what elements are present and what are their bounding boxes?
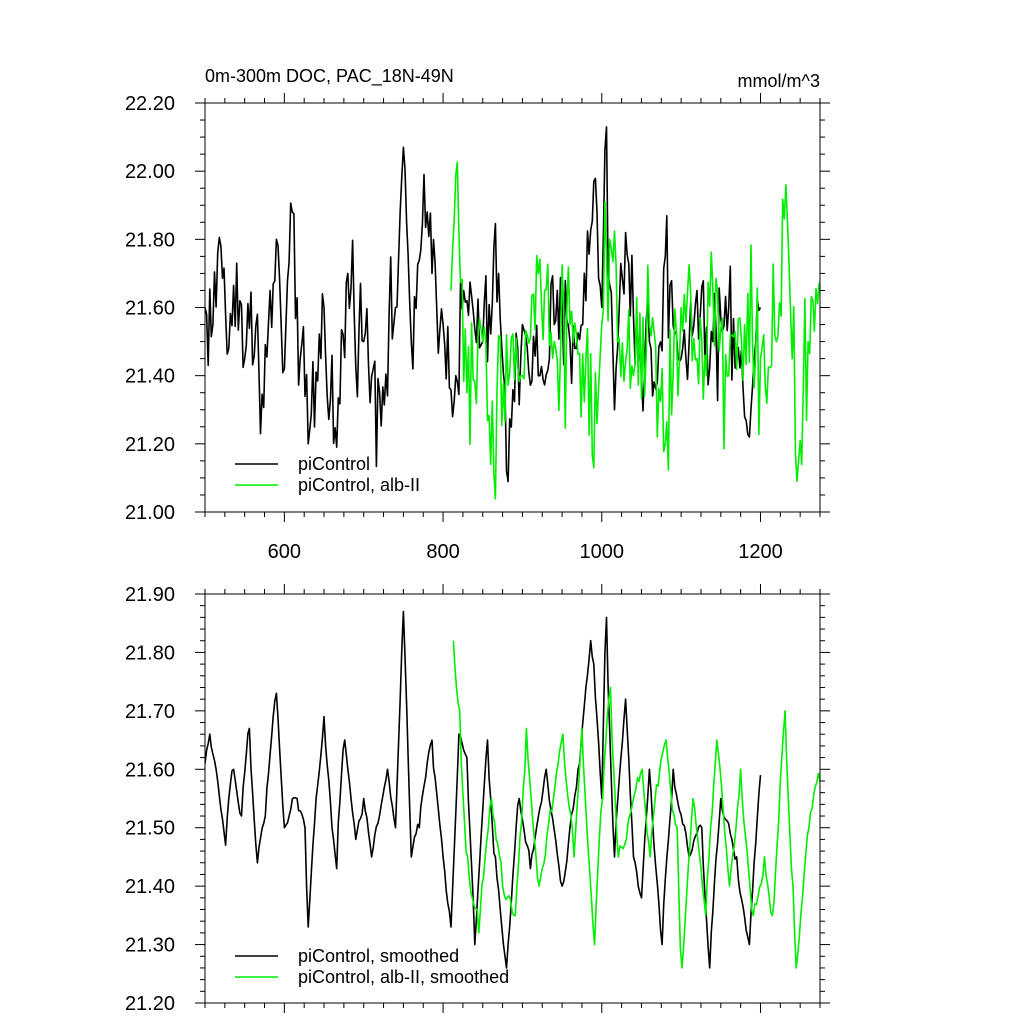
top-panel: 600 800 1000 1200 21.00 21.20 21.40 21.60 21.80 2…	[125, 93, 830, 563]
x-tick-label: 800	[426, 541, 459, 563]
x-tick-label: 1000	[580, 541, 625, 563]
series-line-picontrol	[205, 610, 762, 969]
y-tick-label: 21.80	[125, 642, 175, 664]
y-tick-label: 21.40	[125, 876, 175, 898]
bottom-panel: 21.20 21.30 21.40 21.50 21.60 21.70 21.80 21.90…	[125, 584, 830, 1015]
plot-frame	[204, 593, 821, 1004]
y-tick-label: 21.60	[125, 298, 175, 320]
legend-label: piControl, smoothed	[298, 946, 459, 966]
y-tick-label: 21.60	[125, 759, 175, 781]
legend-label: piControl, alb-II	[298, 475, 420, 495]
y-tick-label: 22.00	[125, 161, 175, 183]
y-tick-label: 22.20	[125, 93, 175, 115]
series-line-picontrol-alb-ii	[452, 640, 820, 969]
x-tick-label: 600	[268, 541, 301, 563]
x-tick-label: 1200	[738, 541, 783, 563]
y-tick-label: 21.50	[125, 818, 175, 840]
y-tick-label: 21.80	[125, 229, 175, 251]
y-tick-label: 21.90	[125, 584, 175, 606]
units-label: mmol/m^3	[738, 71, 820, 91]
y-tick-label: 21.20	[125, 993, 175, 1015]
y-tick-label: 21.70	[125, 701, 175, 723]
y-tick-label: 21.20	[125, 434, 175, 456]
legend-label: piControl	[298, 454, 370, 474]
y-tick-label: 21.00	[125, 502, 175, 524]
y-tick-label: 21.30	[125, 935, 175, 957]
chart-title: 0m-300m DOC, PAC_18N-49N	[205, 66, 454, 87]
series-line-picontrol	[205, 126, 762, 483]
y-tick-label: 21.40	[125, 366, 175, 388]
series-line-picontrol-alb-ii	[450, 161, 820, 500]
legend-label: piControl, alb-II, smoothed	[298, 967, 509, 987]
